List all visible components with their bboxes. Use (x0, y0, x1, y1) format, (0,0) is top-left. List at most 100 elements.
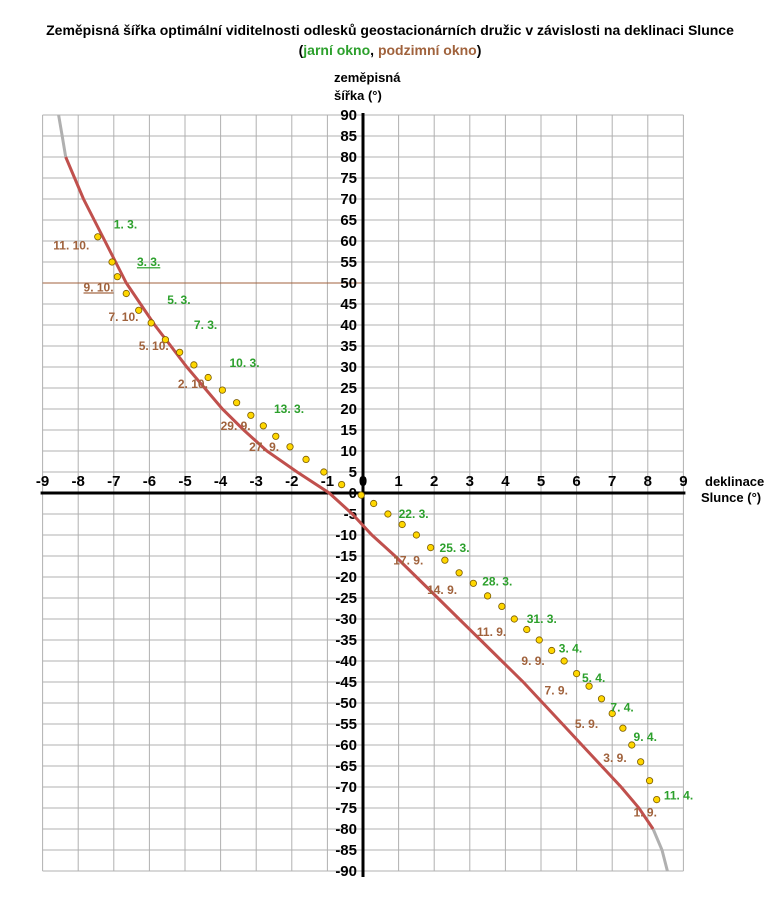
data-point (357, 491, 365, 499)
chart-title: Zeměpisná šířka optimální viditelnosti o… (46, 22, 734, 38)
spring-date-label: 5. 4. (582, 671, 605, 685)
spring-date-label: 13. 3. (274, 402, 304, 416)
y-tick-label: -20 (335, 569, 357, 586)
data-point (176, 348, 184, 356)
x-tick-label: 6 (572, 473, 580, 490)
x-tick-label: -1 (321, 473, 334, 490)
curve-extension-top (57, 114, 68, 158)
y-tick-label: -65 (335, 758, 357, 775)
y-axis-label-line2: šířka (°) (334, 88, 382, 103)
data-point (455, 569, 463, 577)
autumn-date-label: 27. 9. (249, 440, 279, 454)
data-point (247, 411, 255, 419)
y-tick-label: -90 (335, 863, 357, 880)
spring-date-label: 9. 4. (634, 730, 657, 744)
x-tick-label: 8 (644, 473, 652, 490)
data-point (113, 273, 121, 281)
y-tick-label: -30 (335, 611, 357, 628)
data-point (585, 682, 593, 690)
x-tick-label: 1 (394, 473, 402, 490)
autumn-date-label: 14. 9. (427, 583, 457, 597)
y-tick-label: 60 (340, 233, 357, 250)
y-tick-label: 85 (340, 128, 357, 145)
y-tick-label: -50 (335, 695, 357, 712)
x-tick-label: 9 (679, 473, 687, 490)
y-tick-label: 75 (340, 170, 357, 187)
y-tick-label: -70 (335, 779, 357, 796)
data-point (645, 777, 654, 785)
spring-date-label: 1. 3. (114, 217, 137, 231)
x-tick-label: 5 (537, 473, 545, 490)
y-tick-label: 80 (340, 149, 357, 166)
spring-date-label: 11. 4. (664, 789, 693, 803)
y-tick-label: 40 (340, 317, 357, 334)
data-point (469, 579, 477, 587)
data-point (498, 602, 506, 611)
autumn-date-label: 11. 9. (477, 625, 506, 639)
spring-date-label: 25. 3. (440, 541, 470, 555)
y-axis-label-line1: zeměpisná (334, 70, 401, 85)
x-tick-label: -3 (250, 473, 263, 490)
chart-subtitle: (jarní okno, podzimní okno) (0, 42, 780, 58)
y-tick-label: -80 (335, 821, 357, 838)
data-point (190, 361, 198, 369)
spring-date-label: 5. 3. (167, 293, 190, 307)
y-tick-label: -15 (335, 548, 357, 565)
spring-date-label: 7. 3. (194, 318, 217, 332)
spring-date-label: 3. 4. (559, 642, 582, 656)
autumn-date-label: 11. 10. (53, 238, 89, 252)
y-tick-label: 45 (340, 296, 357, 313)
data-point (427, 543, 435, 552)
y-tick-label: 35 (340, 338, 357, 355)
x-tick-label: 0 (359, 473, 367, 490)
y-tick-label: -25 (335, 590, 357, 607)
data-point (608, 709, 616, 718)
data-point (218, 386, 226, 394)
y-tick-label: -35 (335, 632, 357, 649)
subtitle-separator: , (370, 42, 378, 58)
curve-extension-bottom (651, 828, 669, 872)
x-tick-label: -7 (107, 473, 120, 490)
spring-date-label: 22. 3. (399, 507, 429, 521)
autumn-date-label: 1. 9. (634, 805, 657, 819)
y-tick-label: 90 (340, 107, 357, 124)
autumn-date-label: 7. 9. (545, 684, 568, 698)
data-point (560, 657, 568, 665)
x-tick-label: 3 (466, 473, 474, 490)
data-point (653, 795, 661, 804)
y-tick-label: 20 (340, 401, 357, 418)
x-tick-label: 4 (501, 473, 510, 490)
data-point (94, 233, 102, 241)
data-point (483, 592, 492, 600)
autumn-date-label: 3. 9. (603, 751, 626, 765)
y-tick-label: 70 (340, 191, 357, 208)
y-tick-label: 55 (340, 254, 357, 271)
data-point (204, 373, 212, 382)
y-tick-label: 25 (340, 380, 357, 397)
x-tick-label: -6 (143, 473, 156, 490)
subtitle-autumn-window: podzimní okno (377, 42, 477, 58)
x-tick-label: 2 (430, 473, 438, 490)
data-point (286, 443, 294, 451)
x-axis-label-line2: Slunce (°) (701, 490, 761, 505)
x-tick-label: -9 (36, 473, 49, 490)
data-point (441, 556, 449, 564)
data-point (597, 695, 606, 703)
data-point (147, 319, 155, 327)
data-point (510, 615, 518, 623)
x-tick-label: -4 (214, 473, 228, 490)
data-point (161, 336, 170, 344)
autumn-date-label: 29. 9. (221, 419, 251, 433)
autumn-date-label: 5. 10. (139, 339, 169, 353)
y-tick-label: 10 (340, 443, 357, 460)
curve-line (64, 156, 655, 830)
y-tick-label: -60 (335, 737, 357, 754)
x-tick-label: -5 (178, 473, 191, 490)
y-tick-label: 15 (340, 422, 357, 439)
autumn-date-label: 5. 9. (575, 717, 598, 731)
data-point (302, 455, 310, 463)
data-point (233, 399, 241, 407)
data-point (412, 531, 420, 539)
y-tick-label: 65 (340, 212, 357, 229)
y-tick-label: -10 (335, 527, 357, 544)
